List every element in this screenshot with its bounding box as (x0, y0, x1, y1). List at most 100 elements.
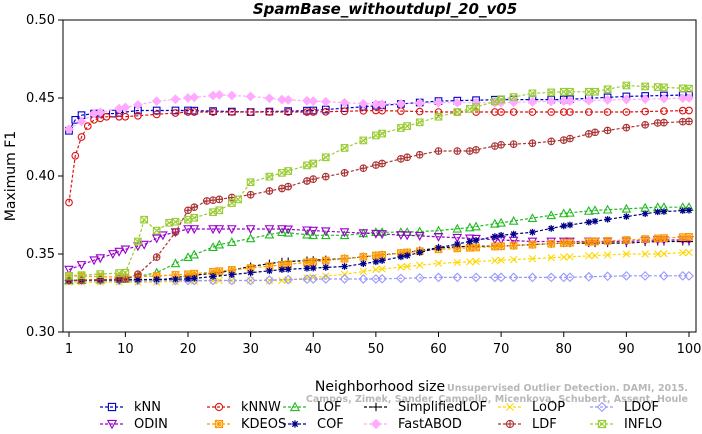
data-point (377, 99, 388, 109)
legend-marker (214, 402, 224, 412)
data-point (284, 265, 292, 273)
data-point (497, 242, 505, 251)
data-point (591, 237, 599, 246)
data-point (565, 207, 575, 217)
data-point (509, 241, 518, 250)
data-point (566, 238, 574, 247)
data-point (472, 236, 480, 244)
data-point (134, 270, 142, 279)
data-point (547, 137, 556, 146)
data-point (245, 91, 256, 102)
data-point (360, 260, 367, 267)
data-point (497, 231, 505, 239)
data-point (452, 272, 463, 283)
data-point (678, 117, 687, 126)
data-point (471, 221, 481, 231)
data-point (284, 182, 293, 191)
data-point (277, 225, 287, 235)
data-point (472, 145, 480, 154)
data-point (414, 232, 425, 241)
data-point (623, 213, 630, 220)
data-point (264, 275, 275, 285)
data-point (396, 273, 406, 284)
data-point (65, 198, 73, 207)
data-point (152, 110, 161, 119)
data-point (591, 128, 599, 137)
data-point (183, 252, 193, 261)
data-point (546, 272, 557, 283)
data-point (277, 94, 287, 105)
series-line (68, 94, 690, 132)
data-point (226, 90, 237, 101)
data-point (64, 265, 74, 275)
data-point (340, 254, 349, 263)
data-point (602, 271, 613, 282)
data-point (183, 225, 193, 235)
data-point (685, 248, 693, 257)
data-point (133, 242, 143, 252)
data-point (339, 97, 350, 108)
data-point (510, 230, 517, 238)
y-tick-label: 0.50 (26, 13, 55, 28)
data-point (377, 227, 387, 237)
data-point (320, 227, 331, 237)
x-tick-label: 80 (555, 342, 572, 357)
data-point (464, 222, 475, 232)
data-point (214, 90, 225, 100)
x-tick-label: 50 (368, 342, 385, 357)
data-point (303, 265, 311, 272)
data-point (371, 227, 381, 237)
data-point (95, 107, 106, 118)
data-point (214, 225, 225, 235)
data-point (528, 89, 537, 98)
data-point (303, 161, 311, 170)
data-point (121, 275, 130, 283)
data-point (527, 97, 538, 107)
data-point (584, 237, 593, 246)
data-point (466, 238, 474, 245)
legend-marker (289, 401, 301, 412)
data-point (584, 130, 593, 138)
legend-item-fastabod: FastABOD (364, 417, 462, 432)
data-point (547, 225, 555, 232)
data-point (320, 274, 331, 284)
data-point (264, 229, 275, 239)
data-point (560, 253, 568, 261)
data-point (653, 250, 662, 258)
data-point (566, 253, 574, 261)
data-point (566, 87, 574, 96)
legend-label: SimplifiedLOF (398, 400, 487, 415)
data-point (372, 131, 380, 140)
data-point (184, 206, 192, 215)
data-point (640, 270, 651, 281)
series-line (68, 109, 690, 203)
watermark-line-2: Campos, Zimek, Sander, Campello, Micenko… (306, 394, 688, 405)
data-point (95, 254, 106, 264)
legend: kNN kNNW LOF SimplifiedLOF LoOP LDOF ODIN KDEOS… (100, 400, 662, 432)
series-layer (64, 81, 694, 286)
data-point (372, 161, 380, 169)
data-point (71, 151, 80, 160)
data-point (302, 226, 312, 236)
data-point (321, 107, 330, 116)
data-point (396, 98, 406, 109)
data-point (302, 95, 312, 106)
y-tick-label: 0.45 (26, 91, 55, 106)
data-point (509, 255, 518, 264)
data-point (209, 273, 217, 280)
data-point (453, 240, 461, 248)
data-point (321, 172, 330, 181)
data-point (189, 225, 200, 235)
data-point (76, 116, 87, 127)
data-point (227, 108, 236, 116)
data-point (372, 258, 380, 266)
legend-marker (106, 419, 118, 430)
x-axis-label: Neighborhood size (315, 379, 445, 395)
data-point (684, 270, 694, 281)
data-point (641, 107, 650, 116)
data-point (641, 120, 650, 129)
data-point (214, 239, 225, 249)
data-point (371, 229, 381, 239)
data-point (278, 184, 286, 193)
data-point (415, 150, 424, 159)
